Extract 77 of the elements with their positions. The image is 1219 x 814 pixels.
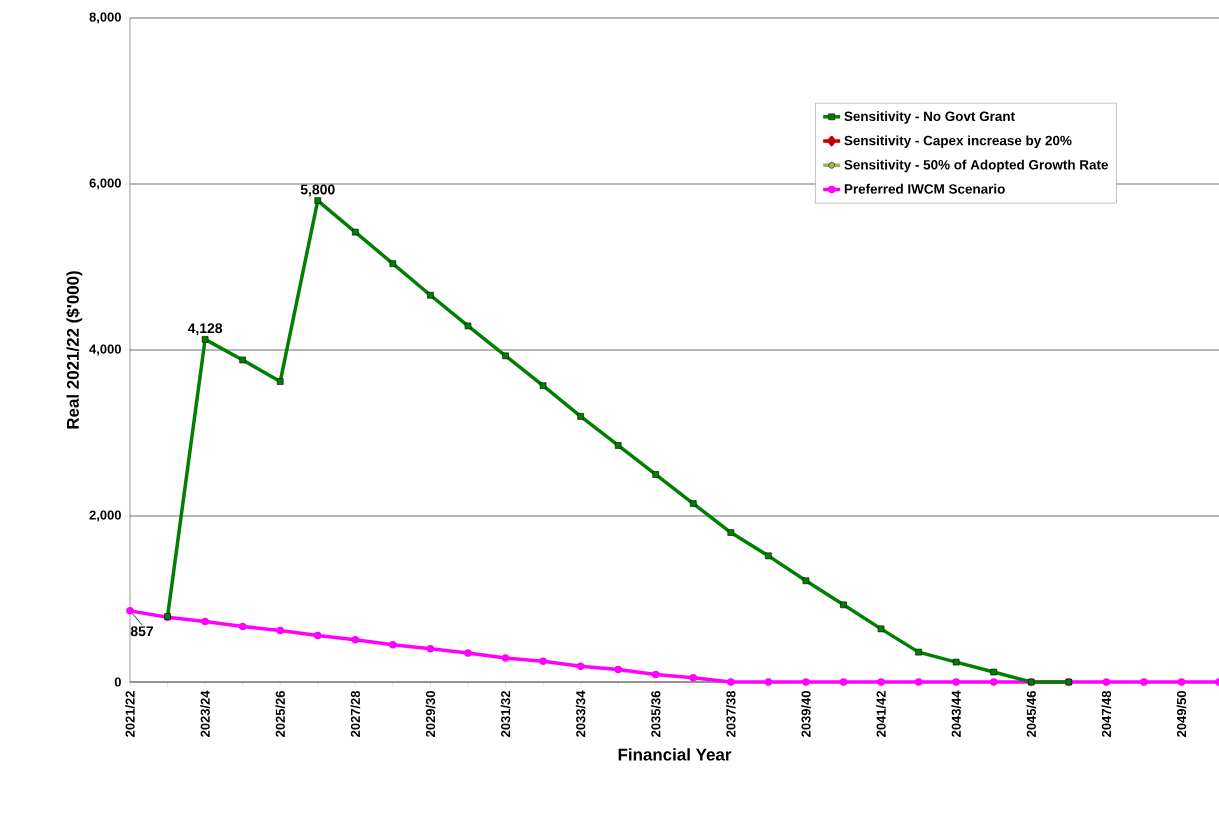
point: [727, 678, 735, 686]
point: [314, 631, 322, 640]
point: [314, 197, 322, 204]
legend-label: Sensitivity - No Govt Grant: [844, 111, 1015, 124]
y-tick-label: 8,000: [89, 12, 121, 24]
point: [802, 678, 810, 686]
point: [689, 500, 697, 507]
point: [576, 662, 585, 670]
point: [840, 601, 847, 609]
x-tick-label: 2021/22: [125, 691, 135, 737]
point: [614, 665, 622, 674]
point: [1140, 678, 1148, 686]
x-tick-label: 2047/48: [1101, 690, 1112, 737]
point: [577, 413, 584, 420]
point: [502, 352, 509, 360]
point: [952, 678, 960, 686]
point: [126, 607, 134, 615]
point: [201, 336, 209, 343]
point: [802, 577, 810, 585]
x-tick-label: 2025/26: [275, 691, 286, 737]
data-label: 5,800: [300, 184, 335, 197]
x-tick-label: 2037/38: [726, 690, 736, 737]
point: [427, 291, 434, 299]
x-tick-label: 2045/46: [1026, 691, 1037, 737]
data-label: 857: [130, 626, 154, 637]
point: [501, 654, 510, 662]
point: [689, 674, 698, 682]
point: [1102, 678, 1111, 686]
point: [877, 678, 885, 686]
y-tick-label: 4,000: [89, 344, 121, 356]
point: [651, 670, 660, 679]
legend-label: Sensitivity - Capex increase by 20%: [844, 135, 1072, 148]
point: [539, 382, 547, 389]
point: [952, 658, 960, 666]
point: [915, 648, 922, 656]
point: [914, 678, 923, 686]
point: [989, 678, 998, 686]
point: [727, 529, 735, 536]
point: [839, 678, 848, 686]
legend-label: Sensitivity - 50% of Adopted Growth Rate: [844, 159, 1108, 173]
point: [1177, 678, 1186, 686]
y-tick-label: 0: [114, 677, 121, 687]
point: [764, 678, 773, 686]
point: [276, 378, 284, 385]
x-tick-label: 2027/28: [350, 690, 361, 737]
point: [464, 649, 472, 657]
x-tick-label: 2041/42: [876, 691, 886, 737]
point: [238, 622, 247, 631]
point: [351, 635, 360, 644]
x-tick-label: 2023/24: [200, 690, 210, 737]
point: [614, 442, 622, 449]
point: [276, 626, 284, 635]
point: [201, 617, 209, 626]
x-axis-title: Financial Year: [618, 748, 732, 761]
point: [652, 471, 660, 478]
x-tick-label: 2049/50: [1176, 691, 1187, 737]
x-tick-label: 2043/44: [951, 690, 961, 737]
point: [389, 640, 397, 649]
point: [539, 657, 547, 665]
x-tick-label: 2035/36: [650, 691, 661, 737]
x-tick-label: 2029/30: [425, 691, 436, 737]
data-label: 4,128: [187, 323, 223, 336]
point: [426, 645, 435, 653]
x-tick-label: 2031/32: [500, 691, 511, 737]
x-tick-label: 2033/34: [575, 690, 586, 737]
point: [352, 228, 359, 236]
point: [389, 260, 397, 267]
y-axis-title: Real 2021/22 ($'000): [66, 271, 83, 429]
point: [464, 322, 472, 330]
point: [239, 356, 246, 364]
x-tick-label: 2039/40: [801, 691, 811, 737]
point: [990, 668, 997, 676]
legend-label: Preferred IWCM Scenario: [844, 183, 1005, 194]
y-tick-label: 6,000: [89, 178, 121, 190]
point: [765, 552, 772, 560]
point: [877, 625, 885, 633]
y-tick-label: 2,000: [89, 510, 121, 522]
